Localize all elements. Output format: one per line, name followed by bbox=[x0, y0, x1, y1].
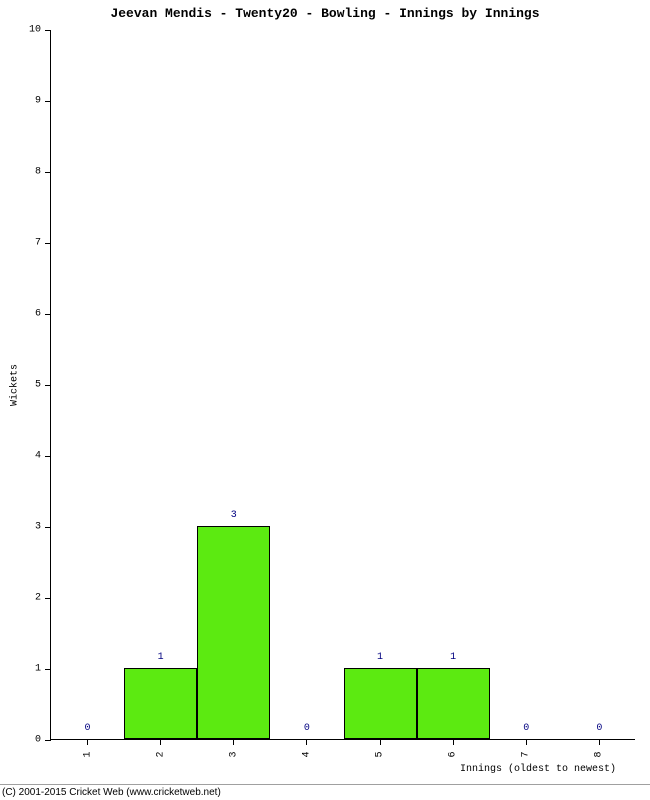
bar-rect bbox=[197, 526, 270, 739]
y-tick-label: 0 bbox=[35, 735, 41, 746]
bar-value-label: 0 bbox=[490, 723, 563, 734]
x-tick-label: 1 bbox=[82, 751, 93, 757]
bar-rect bbox=[344, 668, 417, 739]
bar: 1 bbox=[344, 668, 417, 739]
x-tick-label: 2 bbox=[155, 751, 166, 757]
bar-value-label: 0 bbox=[51, 723, 124, 734]
footer-rule bbox=[0, 784, 650, 785]
plot-area: 0123456789101021334051617080 bbox=[50, 30, 635, 740]
bar-rect bbox=[417, 668, 490, 739]
x-tick-label: 4 bbox=[301, 751, 312, 757]
y-tick-label: 1 bbox=[35, 664, 41, 675]
x-tick-label: 6 bbox=[448, 751, 459, 757]
y-axis-label: Wickets bbox=[10, 364, 21, 406]
y-tick-label: 5 bbox=[35, 380, 41, 391]
x-axis-label: Innings (oldest to newest) bbox=[460, 764, 616, 775]
x-tick-label: 3 bbox=[228, 751, 239, 757]
bar-value-label: 1 bbox=[124, 652, 197, 663]
y-tick-label: 10 bbox=[29, 25, 41, 36]
bar-rect bbox=[124, 668, 197, 739]
x-tick-label: 8 bbox=[594, 751, 605, 757]
bar: 1 bbox=[417, 668, 490, 739]
bar: 3 bbox=[197, 526, 270, 739]
y-tick-label: 3 bbox=[35, 522, 41, 533]
bar-value-label: 0 bbox=[270, 723, 343, 734]
y-tick-label: 8 bbox=[35, 167, 41, 178]
x-tick-label: 7 bbox=[521, 751, 532, 757]
y-tick-label: 4 bbox=[35, 451, 41, 462]
bar: 1 bbox=[124, 668, 197, 739]
bar-value-label: 1 bbox=[344, 652, 417, 663]
y-tick-label: 7 bbox=[35, 238, 41, 249]
chart-container: Jeevan Mendis - Twenty20 - Bowling - Inn… bbox=[0, 0, 650, 800]
y-tick-label: 9 bbox=[35, 96, 41, 107]
y-tick-label: 6 bbox=[35, 309, 41, 320]
bar-value-label: 0 bbox=[563, 723, 636, 734]
bar-value-label: 1 bbox=[417, 652, 490, 663]
x-tick-label: 5 bbox=[375, 751, 386, 757]
chart-title: Jeevan Mendis - Twenty20 - Bowling - Inn… bbox=[0, 6, 650, 21]
bar-value-label: 3 bbox=[197, 510, 270, 521]
y-tick-label: 2 bbox=[35, 593, 41, 604]
copyright-text: (C) 2001-2015 Cricket Web (www.cricketwe… bbox=[2, 787, 221, 798]
